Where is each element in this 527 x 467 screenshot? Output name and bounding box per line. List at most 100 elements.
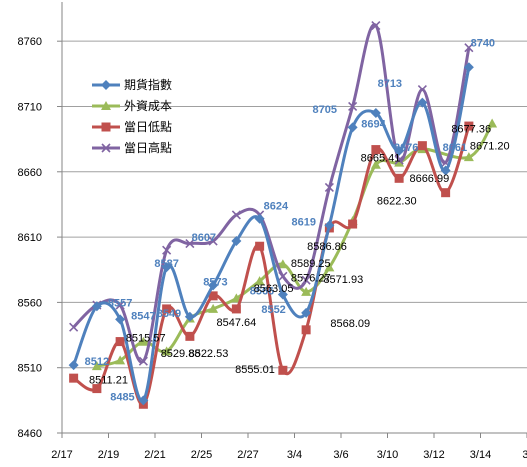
- point-high: [324, 182, 334, 193]
- axes: [61, 2, 527, 434]
- point-high-stroke: [441, 158, 451, 168]
- point-high-stroke: [278, 271, 288, 281]
- data-label: 8552: [261, 304, 285, 316]
- point-futures: [208, 280, 219, 291]
- point-high: [301, 275, 311, 285]
- point-foreign_cost: [324, 262, 335, 272]
- point-high-stroke: [394, 155, 404, 165]
- point-low: [278, 365, 288, 375]
- point-futures: [91, 301, 102, 312]
- point-foreign_cost: [463, 152, 474, 162]
- point-high-stroke: [162, 245, 172, 255]
- legend-marker-high-stroke: [101, 143, 111, 153]
- point-foreign_cost: [91, 361, 102, 371]
- point-high-stroke: [464, 43, 474, 53]
- x-tick-label: 3/: [522, 449, 527, 461]
- point-low: [394, 173, 404, 183]
- legend-label-foreign_cost: 外資成本: [124, 99, 172, 113]
- y-tick-label: 8460: [18, 428, 42, 440]
- point-foreign_cost: [277, 259, 288, 269]
- point-futures: [254, 213, 265, 224]
- data-label: 8566: [250, 286, 274, 298]
- point-futures: [277, 289, 288, 300]
- x-tick-label: 3/10: [377, 449, 398, 461]
- legend-item-foreign_cost: 外資成本: [92, 99, 172, 113]
- point-high-stroke: [115, 300, 125, 310]
- data-label: 8529.88: [161, 348, 201, 360]
- data-label: 8624: [264, 201, 289, 213]
- x-tick-label: 3/4: [287, 449, 302, 461]
- x-tick-label: 2/27: [237, 449, 258, 461]
- data-label: 8694: [361, 118, 386, 130]
- point-foreign_cost: [208, 303, 219, 313]
- point-high-stroke: [69, 322, 79, 332]
- data-label: 8515.57: [126, 333, 166, 345]
- x-tick-label: 2/21: [144, 449, 165, 461]
- data-label: 8563.05: [254, 283, 294, 295]
- y-tick-label: 8660: [18, 167, 42, 179]
- x-tick-label: 3/6: [333, 449, 348, 461]
- point-high-stroke: [185, 239, 195, 249]
- legend-label-futures: 期貨指數: [124, 77, 172, 92]
- data-label: 8607: [192, 232, 216, 244]
- point-futures: [347, 122, 358, 133]
- data-label: 8677.36: [451, 124, 491, 136]
- data-label: 8547.64: [216, 317, 256, 329]
- point-low: [69, 373, 79, 383]
- point-foreign_cost: [254, 276, 265, 286]
- data-label: 8740: [471, 37, 495, 49]
- data-label: 8557: [108, 297, 132, 309]
- point-futures: [301, 307, 312, 318]
- point-low: [231, 304, 241, 314]
- point-futures: [184, 311, 195, 322]
- point-high-stroke: [348, 101, 358, 112]
- legend-label-high: 當日高點: [124, 140, 172, 155]
- point-high-stroke: [138, 356, 148, 366]
- data-label: 8573: [203, 276, 227, 288]
- y-tick-label: 8610: [18, 232, 42, 244]
- point-high: [417, 84, 427, 95]
- legend-marker-low: [101, 122, 111, 132]
- data-label: 8511.21: [89, 374, 128, 386]
- point-low: [348, 219, 358, 229]
- point-futures: [115, 314, 126, 325]
- legend-item-low: 當日低點: [92, 120, 172, 134]
- point-high-stroke: [417, 84, 427, 95]
- x-axis-ticks: 2/17 2/19 2/21 2/25 2/27 3/4 3/6 3/10 3/12 3/14 3/: [51, 433, 527, 461]
- legend-item-futures: 期貨指數: [92, 77, 172, 92]
- point-futures: [463, 62, 474, 73]
- series-group: [68, 20, 498, 409]
- point-foreign_cost: [138, 336, 149, 346]
- data-label: 8586.86: [307, 241, 347, 253]
- x-tick-label: 2/17: [51, 449, 72, 461]
- data-label: 8522.53: [189, 348, 229, 360]
- series-line-low: [72, 125, 471, 406]
- legend-marker-high: [101, 143, 111, 153]
- point-low: [115, 337, 125, 347]
- point-low: [371, 145, 381, 155]
- data-label: 8587: [154, 258, 178, 270]
- y-axis-ticks: 8460 8510 8560 8610 8660 8710 8760: [18, 36, 62, 440]
- point-high: [208, 236, 218, 246]
- point-high: [115, 300, 125, 310]
- point-low: [162, 304, 172, 314]
- data-label: 8619: [292, 216, 316, 228]
- y-tick-label: 8560: [18, 297, 42, 309]
- point-high: [231, 210, 241, 220]
- data-label: 8713: [378, 78, 402, 90]
- data-label: 8671.20: [470, 141, 510, 153]
- point-high: [348, 101, 358, 112]
- point-foreign_cost: [115, 355, 126, 365]
- data-label: 8622.30: [377, 195, 417, 207]
- data-label: 8676: [394, 142, 418, 154]
- point-high: [185, 239, 195, 249]
- x-tick-label: 2/19: [98, 449, 119, 461]
- point-high-stroke: [301, 275, 311, 285]
- point-futures: [231, 236, 242, 247]
- point-high: [69, 322, 79, 332]
- gridlines: [62, 40, 527, 369]
- point-low: [185, 331, 195, 341]
- data-label: 8661: [443, 142, 467, 154]
- point-futures: [324, 220, 335, 231]
